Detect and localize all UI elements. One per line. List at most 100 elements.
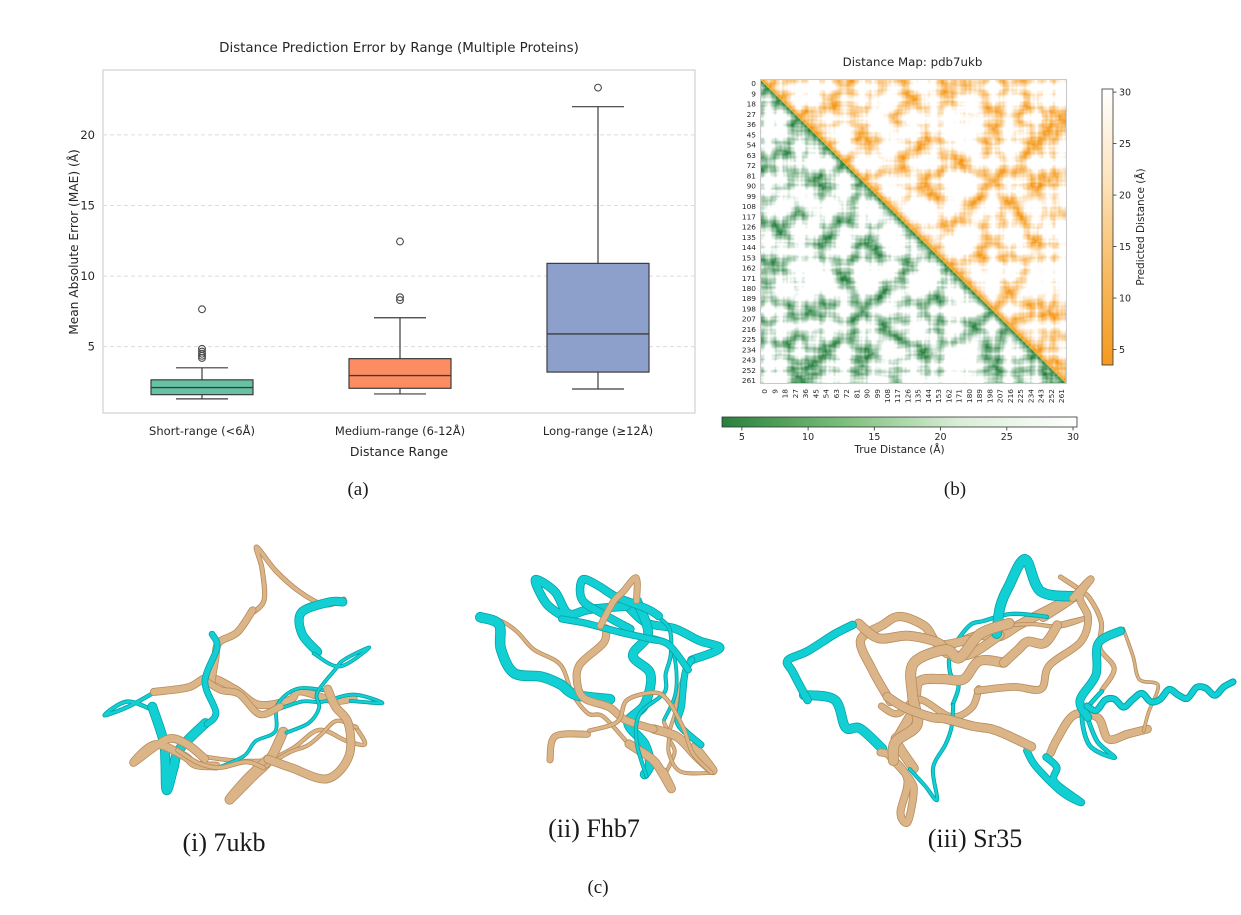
ribbon-stroke (475, 612, 615, 704)
ribbon-stroke (295, 597, 347, 656)
ribbon-stroke (908, 703, 955, 802)
residue-y-tick: 0 (751, 79, 756, 88)
residue-y-tick: 243 (742, 356, 756, 365)
true-distance-colorbar (721, 416, 1078, 428)
residue-y-tick: 135 (742, 233, 756, 242)
ribbon-stroke (625, 740, 676, 793)
residue-y-tick: 54 (747, 141, 757, 150)
colorbar-tick-label: 10 (1119, 293, 1131, 304)
ribbon-stroke (103, 689, 159, 717)
ribbon-stroke (1047, 709, 1152, 757)
residue-x-tick: 18 (781, 389, 790, 399)
ribbon-stroke (883, 692, 1036, 751)
colorbar-tick-label: 30 (1067, 432, 1079, 443)
ribbon-stroke (262, 719, 359, 770)
ribbon-stroke (799, 690, 887, 753)
x-category-label: Short-range (<6Å) (149, 423, 255, 438)
x-axis-label: Distance Range (350, 444, 449, 459)
residue-x-tick: 9 (770, 389, 779, 394)
ribbon-stroke (999, 621, 1062, 667)
residue-y-tick: 171 (742, 274, 756, 283)
residue-x-tick: 126 (903, 389, 912, 403)
residue-x-tick: 45 (811, 389, 820, 399)
ribbon-stroke (215, 686, 328, 770)
residue-y-tick: 162 (742, 264, 756, 273)
ribbon-stroke (203, 678, 284, 718)
ribbon-stroke (783, 621, 857, 704)
residue-x-tick: 180 (965, 389, 974, 403)
residue-y-tick: 99 (747, 192, 757, 201)
colorbar-tick-label: 15 (868, 432, 880, 443)
caption-c: (c) (587, 877, 609, 898)
ribbon-stroke (573, 625, 657, 733)
residue-y-tick: 45 (747, 130, 757, 139)
residue-x-tick: 189 (975, 389, 984, 403)
residue-y-tick: 189 (742, 294, 756, 303)
residue-x-tick: 63 (832, 389, 841, 399)
outlier-point (396, 293, 404, 302)
ribbon-stroke (634, 616, 673, 778)
residue-y-tick: 72 (747, 161, 756, 170)
ribbon-stroke (285, 646, 371, 734)
outlier-point (396, 237, 404, 246)
box (348, 358, 452, 389)
residue-y-tick: 126 (742, 223, 756, 232)
ribbon-stroke (587, 691, 713, 775)
ribbon-stroke (264, 685, 355, 783)
residue-y-tick: 225 (742, 335, 756, 344)
residue-x-tick: 90 (863, 389, 872, 399)
x-category-label: Medium-range (6-12Å) (335, 423, 465, 438)
ribbon-stroke (1076, 627, 1125, 721)
residue-x-tick: 117 (893, 389, 902, 403)
residue-y-tick: 18 (747, 100, 757, 109)
residue-x-tick: 234 (1026, 389, 1035, 403)
residue-y-tick: 252 (742, 366, 756, 375)
residue-x-tick: 99 (873, 389, 882, 399)
heatmap-title: Distance Map: pdb7ukb (843, 55, 983, 69)
helix-tail (1084, 679, 1236, 714)
box (546, 262, 650, 373)
residue-y-tick: 216 (742, 325, 756, 334)
caption-a: (a) (347, 479, 369, 500)
residue-x-tick: 153 (934, 389, 943, 403)
ribbon-stroke (1023, 747, 1085, 806)
residue-y-tick: 207 (742, 315, 756, 324)
colorbar-tick-label: 25 (1001, 432, 1013, 443)
protein-label-sr35: (iii) Sr35 (927, 824, 1023, 853)
residue-x-tick: 225 (1016, 389, 1025, 403)
ribbon-stroke (547, 731, 591, 763)
residue-y-tick: 234 (742, 345, 756, 354)
colorbar-tick-label: 20 (935, 432, 947, 443)
residue-y-tick: 144 (742, 243, 756, 252)
outlier-point (594, 83, 602, 92)
residue-y-tick: 27 (747, 110, 757, 119)
protein-label-7ukb: (i) 7ukb (182, 828, 266, 857)
residue-y-tick: 90 (747, 182, 757, 191)
protein-label-fhb7: (ii) Fhb7 (548, 814, 640, 843)
ribbon-stroke (974, 576, 1094, 694)
protein-structure-7ukb (102, 544, 385, 805)
residue-x-tick: 171 (955, 389, 964, 403)
residue-x-tick: 36 (801, 389, 810, 399)
residue-x-tick: 243 (1037, 389, 1046, 403)
residue-x-tick: 216 (1006, 389, 1015, 403)
colorbar-tick-label: 5 (739, 432, 745, 443)
distance-map-canvas (760, 79, 1067, 384)
colorbar-tick-label: 25 (1119, 139, 1131, 150)
residue-y-tick: 108 (742, 202, 756, 211)
y-tick-label: 5 (88, 340, 95, 354)
distance-map-axes: Distance Map: pdb7ukb0099181827273636454… (721, 55, 1147, 456)
y-tick-label: 10 (80, 269, 95, 283)
chart-title: Distance Prediction Error by Range (Mult… (219, 41, 579, 56)
outlier-point (198, 344, 206, 353)
residue-x-tick: 135 (914, 389, 923, 403)
residue-y-tick: 153 (742, 253, 756, 262)
outlier-point (198, 347, 206, 356)
residue-y-tick: 36 (747, 120, 757, 129)
ribbon-stroke (150, 674, 357, 709)
ribbon-stroke (888, 618, 1014, 766)
residue-x-tick: 0 (760, 389, 769, 394)
ribbon-stroke (576, 575, 663, 633)
outlier-point (396, 296, 404, 305)
colorbar-tick-label: 10 (802, 432, 814, 443)
